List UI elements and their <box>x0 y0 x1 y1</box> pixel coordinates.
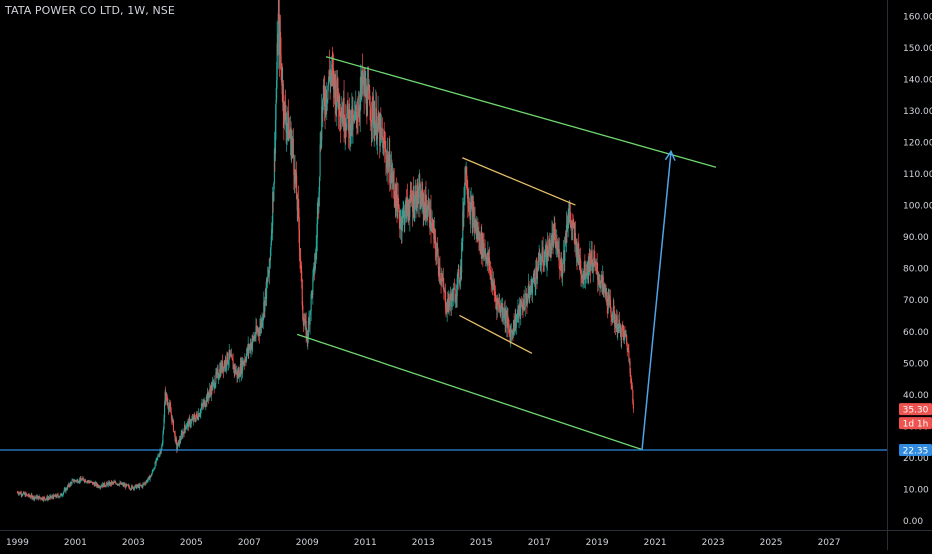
time-tick-label: 2015 <box>470 538 493 548</box>
candle-body <box>162 434 163 444</box>
candle-body <box>453 290 454 301</box>
candle-body <box>44 497 45 499</box>
candle-body <box>71 481 72 484</box>
candle-body <box>621 328 622 340</box>
candle-body <box>191 420 192 424</box>
price-tick-label: 160.00 <box>903 12 932 22</box>
candle-body <box>438 256 439 268</box>
candle-body <box>538 253 539 270</box>
price-tick-label: 120.00 <box>903 138 932 148</box>
time-tick-label: 1999 <box>6 538 29 548</box>
price-tick-label: 150.00 <box>903 44 932 54</box>
candle-body <box>633 403 634 409</box>
candle-body <box>163 429 164 434</box>
candle-body <box>620 325 621 337</box>
candle-body <box>161 445 162 449</box>
price-tick-label: 10.00 <box>903 485 929 495</box>
candle-body <box>439 266 440 278</box>
candle-body <box>347 100 348 111</box>
candle-body <box>429 202 430 223</box>
candle-body <box>293 139 294 156</box>
candle-body <box>35 497 36 498</box>
price-tick-label: 110.00 <box>903 170 932 180</box>
time-tick-label: 2001 <box>64 538 87 548</box>
candle-body <box>559 249 560 266</box>
price-tick-label: 80.00 <box>903 265 929 275</box>
price-tick-label: 70.00 <box>903 296 929 306</box>
candle-body <box>308 321 309 337</box>
symbol-title: TATA POWER CO LTD, 1W, NSE <box>5 4 175 17</box>
price-tick-label: 140.00 <box>903 75 932 85</box>
candle-body <box>39 496 40 497</box>
candle-body <box>510 332 511 342</box>
last-price-badge: 35.30 <box>903 405 929 415</box>
candle-body <box>299 229 300 249</box>
candle-body <box>164 404 165 418</box>
candle-body <box>549 240 550 243</box>
candle-body <box>171 412 172 415</box>
candle-body <box>301 271 302 280</box>
candle-body <box>543 247 544 262</box>
candle-body <box>599 280 600 285</box>
price-tick-label: 40.00 <box>903 391 929 401</box>
support-level-badge: 22.35 <box>903 446 929 456</box>
candle-body <box>382 136 383 138</box>
candle-body <box>353 115 354 118</box>
candle-body <box>525 294 526 309</box>
time-tick-label: 2005 <box>180 538 203 548</box>
countdown-badge: 1d 1h <box>903 419 929 429</box>
price-tick-label: 100.00 <box>903 202 932 212</box>
candle-body <box>480 233 481 249</box>
time-tick-label: 2027 <box>818 538 841 548</box>
time-tick-label: 2025 <box>760 538 783 548</box>
candle-body <box>489 258 490 271</box>
candle-body <box>181 434 182 440</box>
candle-body <box>177 447 178 450</box>
candle-body <box>37 497 38 499</box>
candle-body <box>186 427 187 429</box>
candle-body <box>225 360 226 367</box>
price-tick-label: 60.00 <box>903 328 929 338</box>
time-tick-label: 2021 <box>644 538 667 548</box>
time-tick-label: 2013 <box>412 538 435 548</box>
candle-body <box>505 315 506 323</box>
candle-body <box>173 421 174 432</box>
price-tick-label: 130.00 <box>903 107 932 117</box>
candle-body <box>532 283 533 294</box>
time-tick-label: 2009 <box>296 538 319 548</box>
price-tick-label: 0.00 <box>903 517 923 527</box>
candle-body <box>281 55 282 64</box>
candle-body <box>185 425 186 427</box>
time-tick-label: 2011 <box>354 538 377 548</box>
time-tick-label: 2023 <box>702 538 725 548</box>
time-tick-label: 2017 <box>528 538 551 548</box>
time-tick-label: 2003 <box>122 538 145 548</box>
price-tick-label: 90.00 <box>903 233 929 243</box>
candle-body <box>376 108 377 141</box>
candle-body <box>570 212 571 220</box>
price-tick-label: 50.00 <box>903 359 929 369</box>
candle-body <box>148 477 149 479</box>
candle-body <box>74 481 75 482</box>
candle-body <box>632 385 633 390</box>
time-tick-label: 2019 <box>586 538 609 548</box>
time-tick-label: 2007 <box>238 538 261 548</box>
candle-body <box>415 191 416 209</box>
